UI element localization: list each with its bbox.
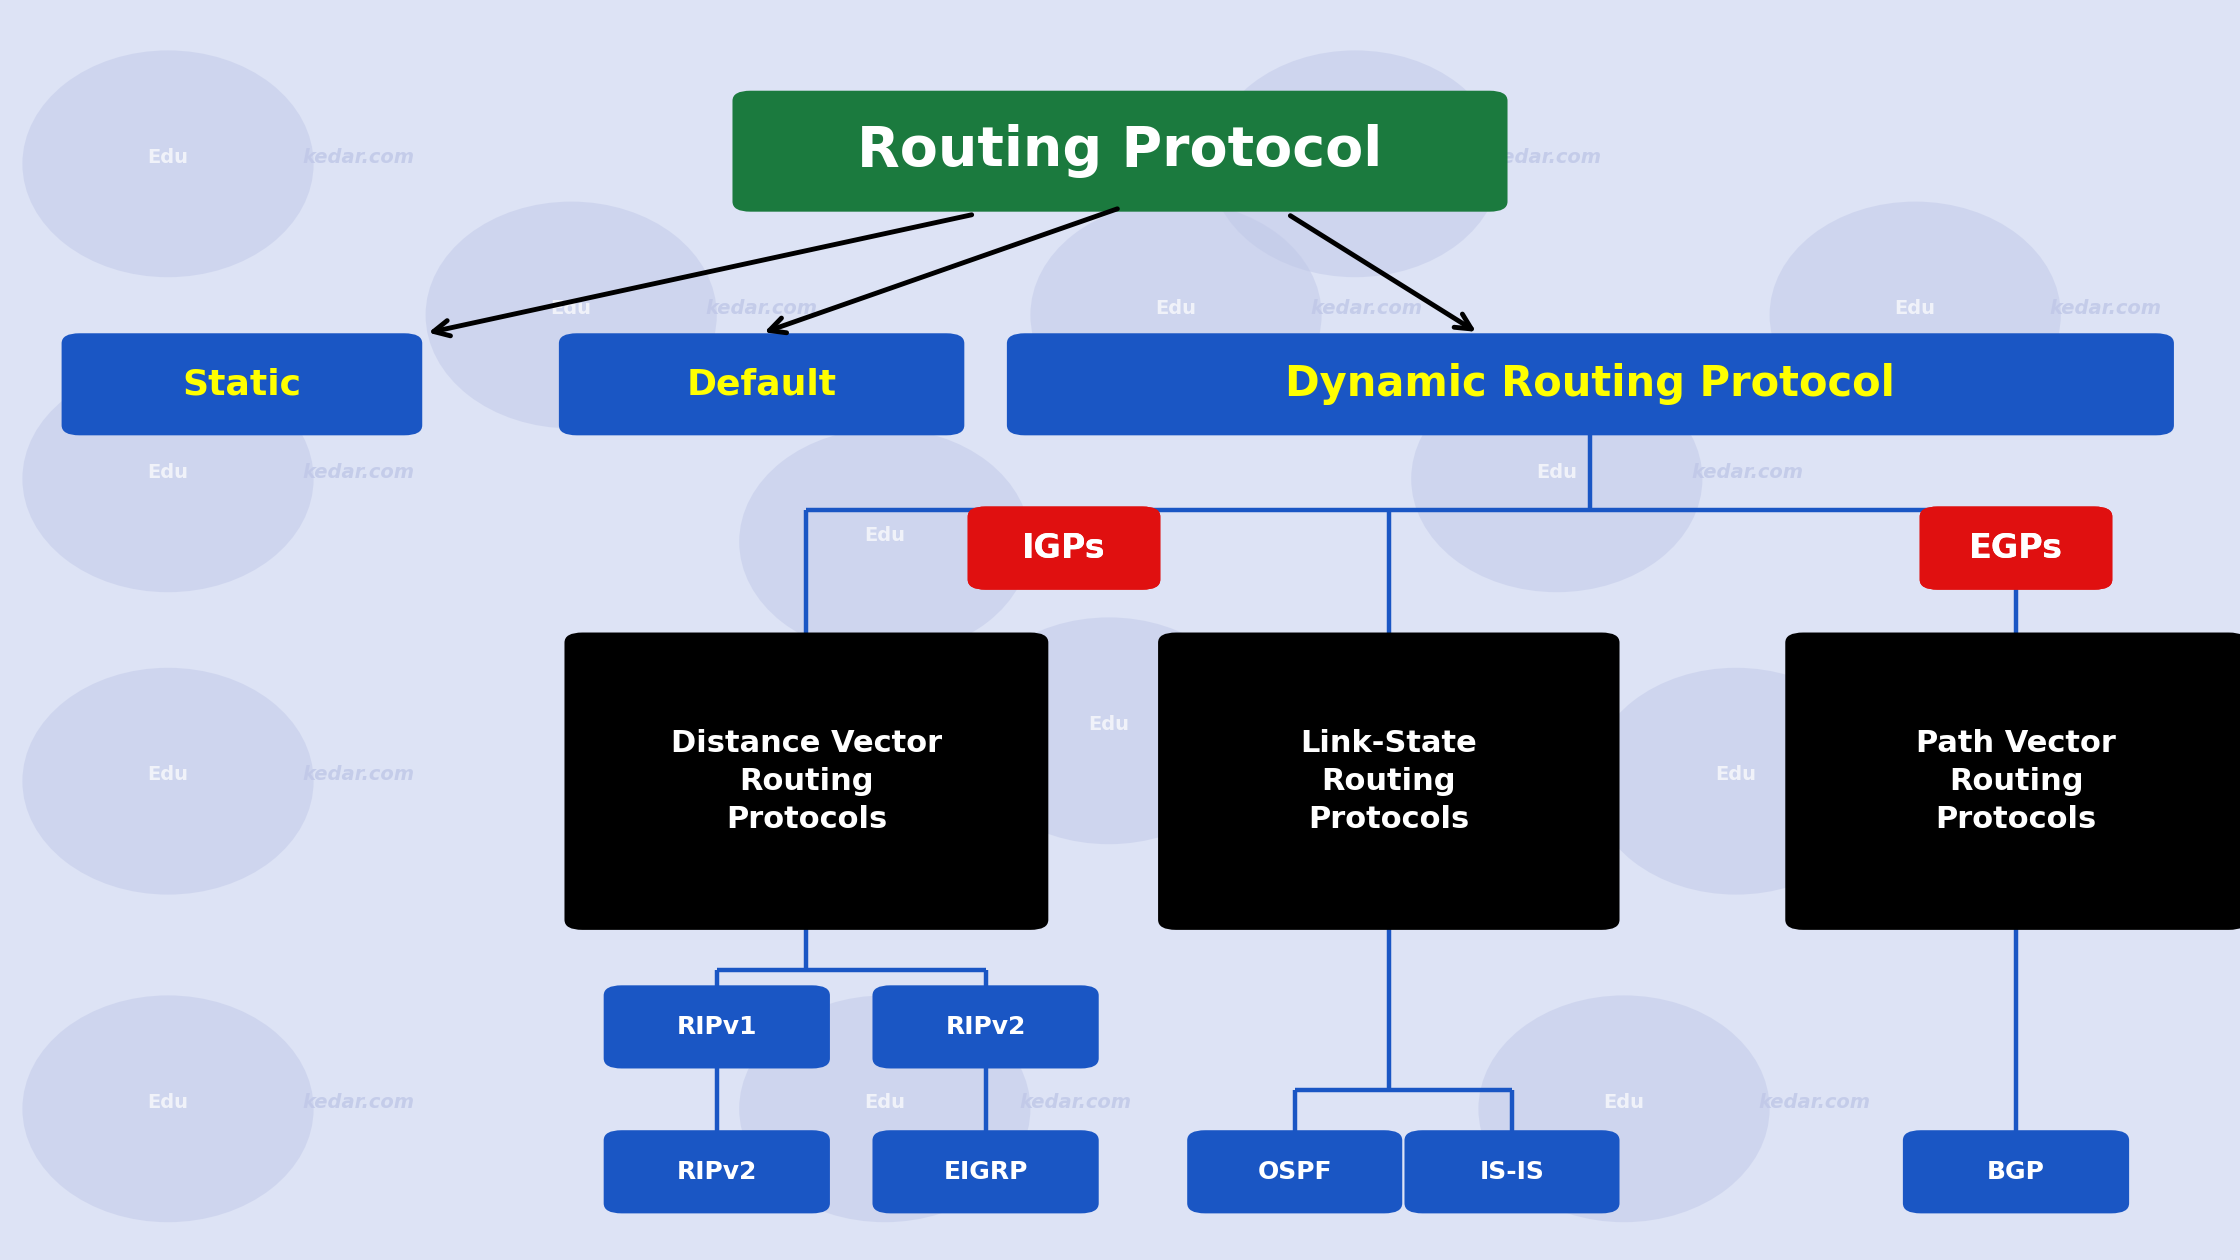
FancyBboxPatch shape — [1904, 1130, 2128, 1213]
Text: EGPs: EGPs — [1969, 532, 2063, 564]
Text: kedar.com: kedar.com — [302, 765, 414, 785]
Ellipse shape — [963, 617, 1254, 844]
Text: Static: Static — [181, 368, 302, 401]
Text: kedar.com: kedar.com — [1691, 462, 1803, 483]
FancyBboxPatch shape — [1785, 633, 2240, 930]
Text: Edu: Edu — [1537, 462, 1577, 483]
FancyBboxPatch shape — [968, 507, 1160, 590]
Text: Edu: Edu — [1895, 299, 1935, 319]
Ellipse shape — [1478, 995, 1770, 1222]
Text: Path Vector
Routing
Protocols: Path Vector Routing Protocols — [1915, 728, 2117, 834]
FancyBboxPatch shape — [732, 91, 1508, 212]
Ellipse shape — [1590, 668, 1882, 895]
Ellipse shape — [22, 50, 314, 277]
Ellipse shape — [22, 668, 314, 895]
Text: kedar.com: kedar.com — [302, 462, 414, 483]
Text: Edu: Edu — [1156, 299, 1196, 319]
Text: Edu: Edu — [1716, 765, 1756, 785]
Text: kedar.com: kedar.com — [2050, 299, 2162, 319]
Text: Link-State
Routing
Protocols: Link-State Routing Protocols — [1301, 728, 1476, 834]
Text: kedar.com: kedar.com — [1490, 147, 1602, 168]
Ellipse shape — [1030, 202, 1322, 428]
Ellipse shape — [426, 202, 717, 428]
Text: BGP: BGP — [1987, 1159, 2045, 1184]
Ellipse shape — [1411, 365, 1702, 592]
Ellipse shape — [739, 995, 1030, 1222]
Ellipse shape — [22, 365, 314, 592]
Ellipse shape — [739, 428, 1030, 655]
FancyBboxPatch shape — [874, 1130, 1098, 1213]
FancyBboxPatch shape — [564, 633, 1048, 930]
Text: IGPs: IGPs — [1021, 532, 1107, 564]
Text: kedar.com: kedar.com — [1243, 714, 1355, 735]
FancyBboxPatch shape — [968, 507, 1160, 590]
Text: kedar.com: kedar.com — [1019, 1092, 1131, 1113]
Text: Edu: Edu — [148, 462, 188, 483]
Text: EIGRP: EIGRP — [943, 1159, 1028, 1184]
Text: OSPF: OSPF — [1257, 1159, 1333, 1184]
Text: IGPs: IGPs — [1021, 532, 1107, 564]
Text: RIPv1: RIPv1 — [676, 1014, 757, 1040]
FancyBboxPatch shape — [605, 985, 829, 1068]
Text: EGPs: EGPs — [1969, 532, 2063, 564]
Text: RIPv2: RIPv2 — [945, 1014, 1026, 1040]
FancyBboxPatch shape — [1187, 1130, 1402, 1213]
Text: Edu: Edu — [551, 299, 591, 319]
FancyBboxPatch shape — [1158, 633, 1620, 930]
Text: IS-IS: IS-IS — [1481, 1159, 1543, 1184]
FancyBboxPatch shape — [1920, 507, 2112, 590]
Text: Edu: Edu — [148, 1092, 188, 1113]
Text: Edu: Edu — [865, 525, 905, 546]
Text: Edu: Edu — [148, 147, 188, 168]
Text: kedar.com: kedar.com — [706, 299, 818, 319]
FancyBboxPatch shape — [560, 334, 965, 436]
FancyBboxPatch shape — [1404, 1130, 1620, 1213]
Text: Edu: Edu — [1335, 147, 1375, 168]
Ellipse shape — [22, 995, 314, 1222]
Text: RIPv2: RIPv2 — [676, 1159, 757, 1184]
FancyBboxPatch shape — [874, 985, 1098, 1068]
Ellipse shape — [1210, 50, 1501, 277]
Text: kedar.com: kedar.com — [1019, 525, 1131, 546]
Text: Default: Default — [685, 368, 838, 401]
Text: Edu: Edu — [1604, 1092, 1644, 1113]
FancyBboxPatch shape — [1920, 507, 2112, 590]
Text: kedar.com: kedar.com — [1870, 765, 1982, 785]
FancyBboxPatch shape — [63, 334, 421, 436]
Text: Edu: Edu — [865, 1092, 905, 1113]
Text: Dynamic Routing Protocol: Dynamic Routing Protocol — [1286, 363, 1895, 406]
Text: Edu: Edu — [1089, 714, 1129, 735]
Ellipse shape — [1770, 202, 2061, 428]
FancyBboxPatch shape — [1006, 334, 2173, 436]
Text: kedar.com: kedar.com — [302, 147, 414, 168]
Text: Routing Protocol: Routing Protocol — [858, 125, 1382, 178]
FancyBboxPatch shape — [605, 1130, 829, 1213]
Text: Distance Vector
Routing
Protocols: Distance Vector Routing Protocols — [670, 728, 943, 834]
Text: kedar.com: kedar.com — [1310, 299, 1422, 319]
Text: kedar.com: kedar.com — [302, 1092, 414, 1113]
Text: Edu: Edu — [148, 765, 188, 785]
Text: kedar.com: kedar.com — [1758, 1092, 1870, 1113]
